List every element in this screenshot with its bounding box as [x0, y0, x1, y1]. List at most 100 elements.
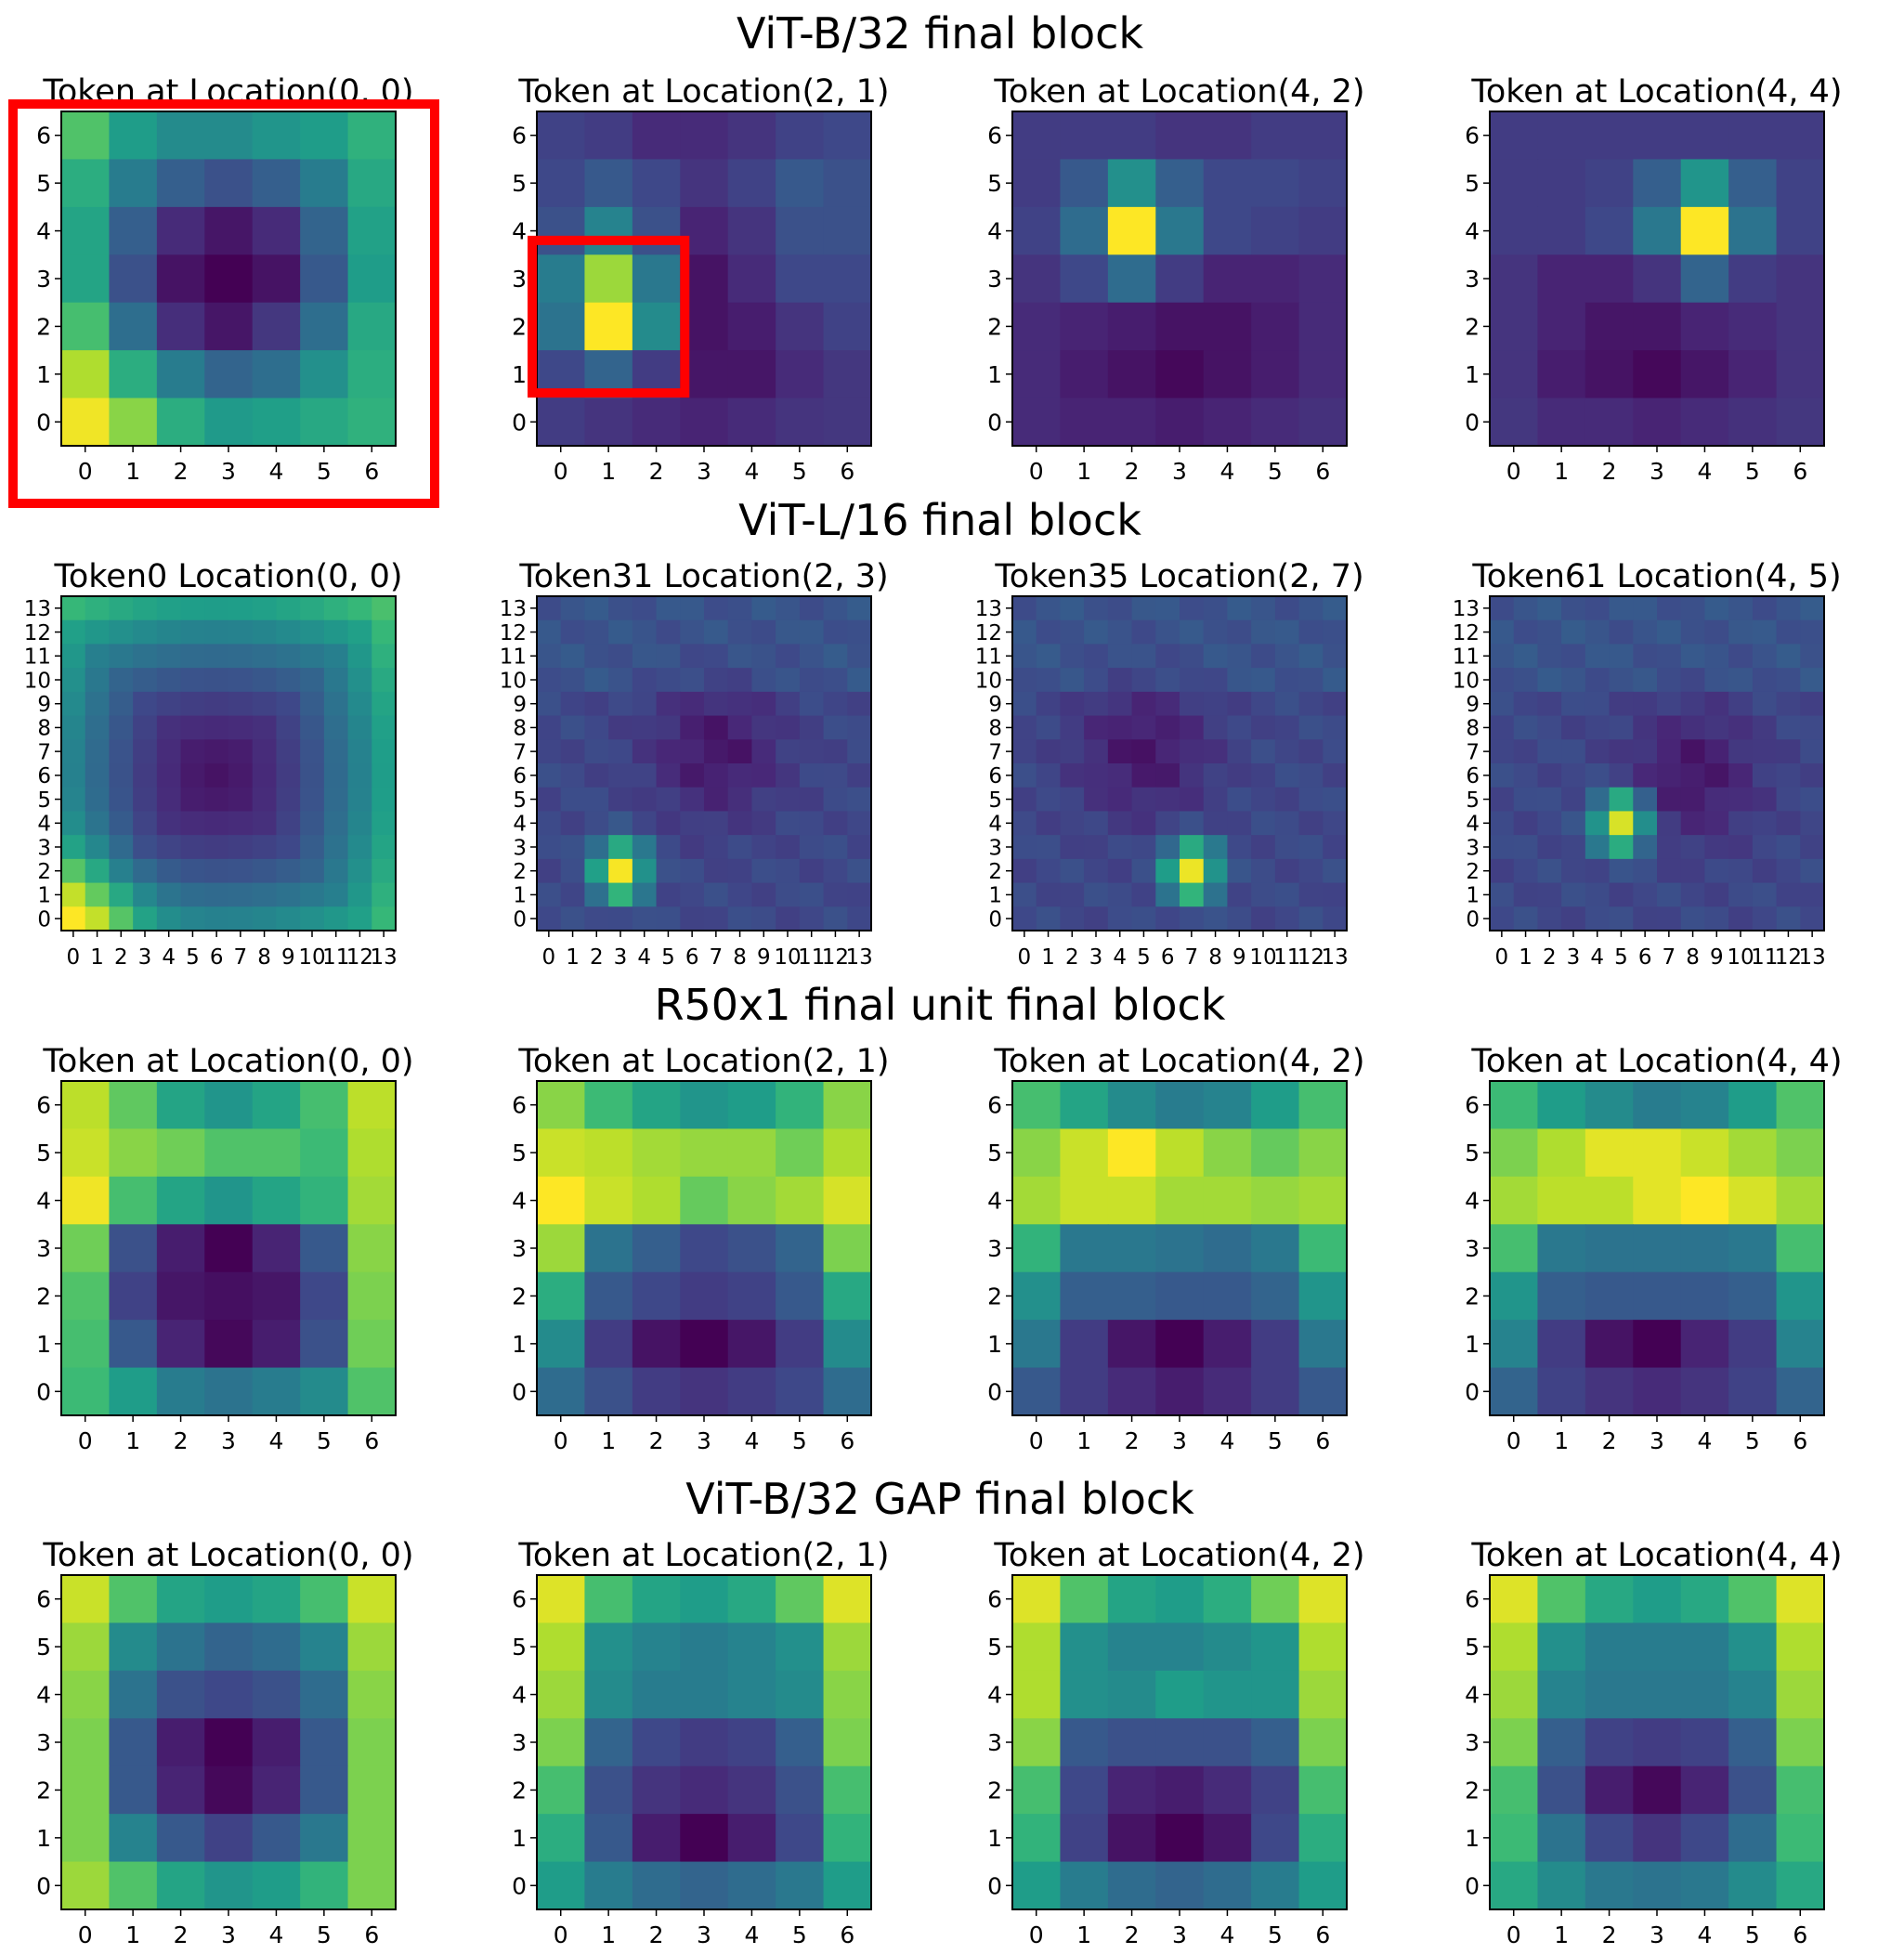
heatmap-cell	[1251, 858, 1276, 884]
x-tick-label: 1	[1076, 1427, 1091, 1454]
heatmap-cell	[1323, 691, 1348, 717]
y-tick-label: 5	[987, 1634, 1002, 1661]
heatmap-cell	[704, 596, 729, 621]
x-tick-label: 4	[162, 945, 176, 970]
y-tick-label: 1	[37, 884, 51, 908]
x-tick-label: 2	[1602, 1921, 1617, 1948]
heatmap-cell	[323, 882, 349, 907]
heatmap-cell	[1800, 811, 1825, 836]
y-tick-label: 0	[1465, 409, 1480, 436]
heatmap-cell	[204, 882, 229, 907]
y-tick-label: 4	[987, 218, 1002, 245]
heatmap-cell	[1800, 858, 1825, 884]
heatmap-cell	[204, 715, 229, 740]
heatmap-cell	[204, 835, 229, 860]
heatmap-cell	[1203, 206, 1252, 255]
heatmap-cell	[537, 619, 562, 645]
heatmap-cell	[204, 1814, 254, 1863]
heatmap-cell	[776, 1320, 825, 1369]
highlight-overlays	[8, 99, 690, 508]
heatmap-cell	[323, 858, 349, 884]
heatmap-cell	[180, 763, 205, 788]
heatmap-cell	[537, 787, 562, 813]
heatmap-cell	[680, 619, 705, 645]
heatmap-cell	[823, 1718, 872, 1767]
heatmap-cell	[584, 739, 609, 764]
y-tick-label: 6	[512, 1586, 527, 1613]
heatmap-cell	[823, 906, 848, 931]
heatmap-cell	[1131, 739, 1156, 764]
y-tick-label: 3	[37, 836, 51, 860]
heatmap-cell	[347, 1176, 397, 1225]
heatmap-cell	[1036, 882, 1062, 907]
heatmap-cell	[1633, 596, 1658, 621]
x-tick-label: 0	[78, 458, 93, 485]
heatmap-cell	[1633, 159, 1682, 208]
x-tick-label: 6	[1315, 458, 1330, 485]
heatmap-cell	[537, 882, 562, 907]
heatmap-cell	[372, 715, 397, 740]
heatmap-cell	[847, 691, 872, 717]
heatmap-cell	[347, 254, 397, 304]
heatmap-cell	[1203, 1128, 1252, 1178]
heatmap-cell	[1107, 1622, 1156, 1672]
heatmap-cell	[1633, 1224, 1682, 1273]
heatmap-cell	[228, 906, 254, 931]
heatmap-cell	[1227, 739, 1252, 764]
heatmap-cell	[1180, 787, 1205, 813]
heatmap-cell	[1107, 644, 1133, 669]
heatmap-cell	[847, 644, 872, 669]
heatmap-cell	[632, 254, 681, 304]
heatmap-cell	[1251, 811, 1276, 836]
heatmap-cell	[204, 159, 254, 208]
heatmap-cell	[156, 596, 182, 621]
heatmap-cell	[1728, 1670, 1778, 1719]
heatmap-cell	[537, 763, 562, 788]
y-tick-label: 1	[512, 1825, 527, 1852]
heatmap-cell	[1036, 763, 1062, 788]
heatmap-cell	[109, 397, 158, 447]
heatmap-cell	[1012, 1176, 1062, 1225]
heatmap-cell	[632, 1271, 681, 1321]
heatmap-cell	[656, 668, 681, 693]
heatmap-cell	[347, 397, 397, 447]
heatmap-cell	[632, 1128, 681, 1178]
heatmap-cell	[204, 1224, 254, 1273]
x-tick-label: 1	[125, 1427, 140, 1454]
heatmap-cell	[1800, 644, 1825, 669]
heatmap-cell	[156, 350, 205, 399]
panel-title: Token31 Location(2, 3)	[518, 558, 888, 595]
x-tick-label: 2	[649, 1921, 664, 1948]
panel-title: Token at Location(4, 2)	[993, 1537, 1364, 1574]
heatmap-cell	[823, 787, 848, 813]
heatmap-cell	[680, 1128, 729, 1178]
y-tick-label: 1	[36, 361, 51, 388]
heatmap-cell	[1060, 835, 1085, 860]
heatmap-cell	[1107, 619, 1133, 645]
heatmap-cell	[1584, 619, 1611, 645]
heatmap-cell	[1490, 1367, 1539, 1416]
heatmap-cell	[372, 882, 397, 907]
y-tick-label: 2	[36, 313, 51, 340]
heatmap-cell	[1584, 397, 1634, 447]
y-tick-label: 5	[1466, 788, 1480, 813]
heatmap-cell	[823, 596, 848, 621]
y-tick-label: 0	[512, 1378, 527, 1405]
heatmap-cell	[560, 668, 586, 693]
panel-title: Token61 Location(4, 5)	[1471, 558, 1841, 595]
panel-title: Token at Location(4, 4)	[1470, 1537, 1842, 1574]
heatmap-cell	[632, 1224, 681, 1273]
heatmap-cell	[704, 835, 729, 860]
heatmap-cell	[300, 1224, 349, 1273]
heatmap-cell	[1012, 787, 1037, 813]
heatmap-cell	[1680, 835, 1706, 860]
heatmap-cell	[1060, 644, 1085, 669]
y-tick-label: 3	[988, 836, 1002, 860]
heatmap-cell	[204, 1320, 254, 1369]
heatmap-cell	[1752, 811, 1778, 836]
heatmap-cell	[1251, 1128, 1300, 1178]
heatmap-cell	[85, 668, 111, 693]
heatmap-cell	[1203, 350, 1252, 399]
heatmap-cell	[1060, 691, 1085, 717]
x-tick-label: 13	[1322, 945, 1349, 970]
